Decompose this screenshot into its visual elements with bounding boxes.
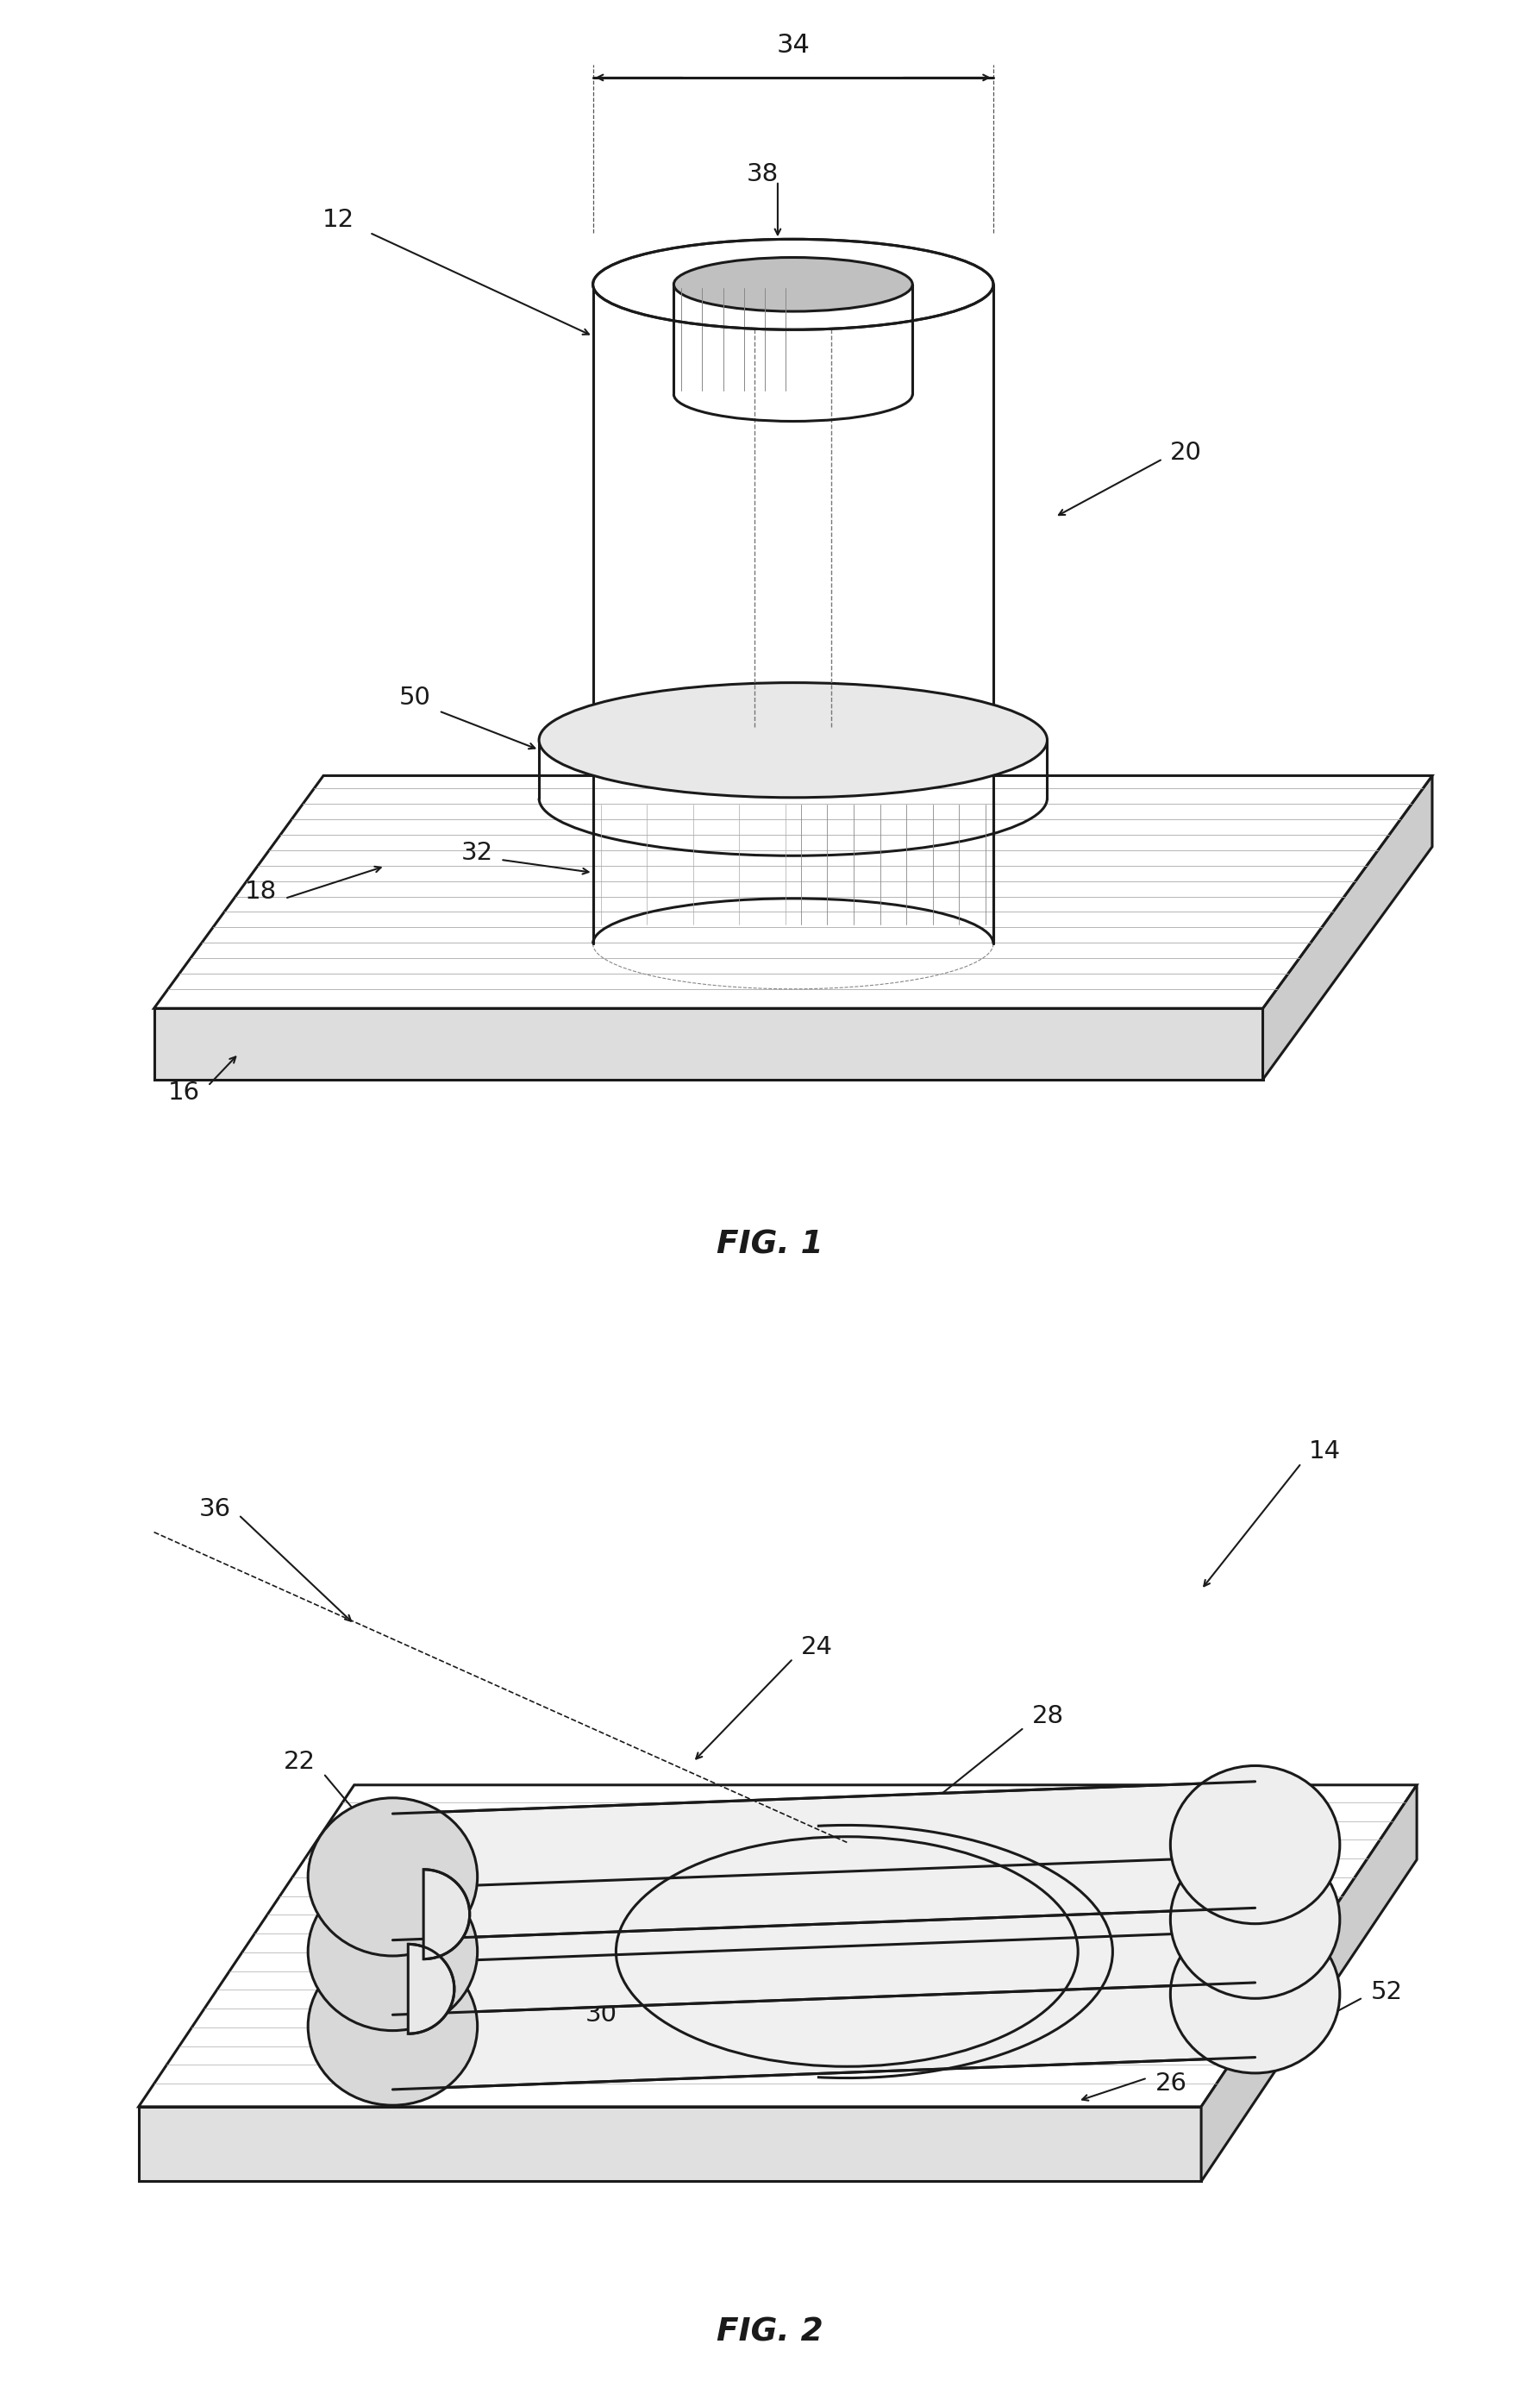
Polygon shape: [424, 1870, 470, 1958]
Polygon shape: [393, 1781, 1255, 1939]
Ellipse shape: [1170, 1841, 1340, 1999]
Ellipse shape: [308, 1946, 477, 2104]
Polygon shape: [154, 776, 1432, 1008]
Polygon shape: [393, 1855, 1255, 2016]
Text: 34: 34: [776, 34, 810, 57]
Text: 38: 38: [747, 163, 779, 187]
Text: 22: 22: [283, 1750, 316, 1774]
Polygon shape: [1201, 1786, 1417, 2181]
Polygon shape: [139, 1786, 1417, 2107]
Text: 28: 28: [1032, 1705, 1064, 1728]
Ellipse shape: [675, 259, 913, 311]
Text: 12: 12: [322, 208, 354, 232]
Text: 20: 20: [1170, 440, 1203, 464]
Polygon shape: [1263, 776, 1432, 1080]
Text: 16: 16: [168, 1080, 200, 1104]
Text: 18: 18: [245, 881, 277, 905]
Text: 50: 50: [399, 687, 431, 711]
Text: 36: 36: [199, 1496, 231, 1520]
Text: 26: 26: [1155, 2071, 1187, 2095]
Text: 52: 52: [1371, 1980, 1403, 2004]
Polygon shape: [139, 2107, 1201, 2181]
Text: 32: 32: [460, 840, 493, 864]
Text: 24: 24: [801, 1635, 833, 1659]
Text: 14: 14: [1309, 1439, 1341, 1463]
Ellipse shape: [1170, 1915, 1340, 2073]
Ellipse shape: [539, 682, 1047, 797]
Text: 30: 30: [585, 2004, 618, 2028]
Ellipse shape: [593, 239, 993, 330]
Text: FIG. 1: FIG. 1: [716, 1231, 824, 1259]
Polygon shape: [154, 1008, 1263, 1080]
Polygon shape: [408, 1944, 454, 2035]
Ellipse shape: [308, 1872, 477, 2030]
Text: FIG. 2: FIG. 2: [716, 2317, 824, 2349]
Ellipse shape: [308, 1798, 477, 1956]
Polygon shape: [393, 1932, 1255, 2090]
Ellipse shape: [1170, 1767, 1340, 1925]
